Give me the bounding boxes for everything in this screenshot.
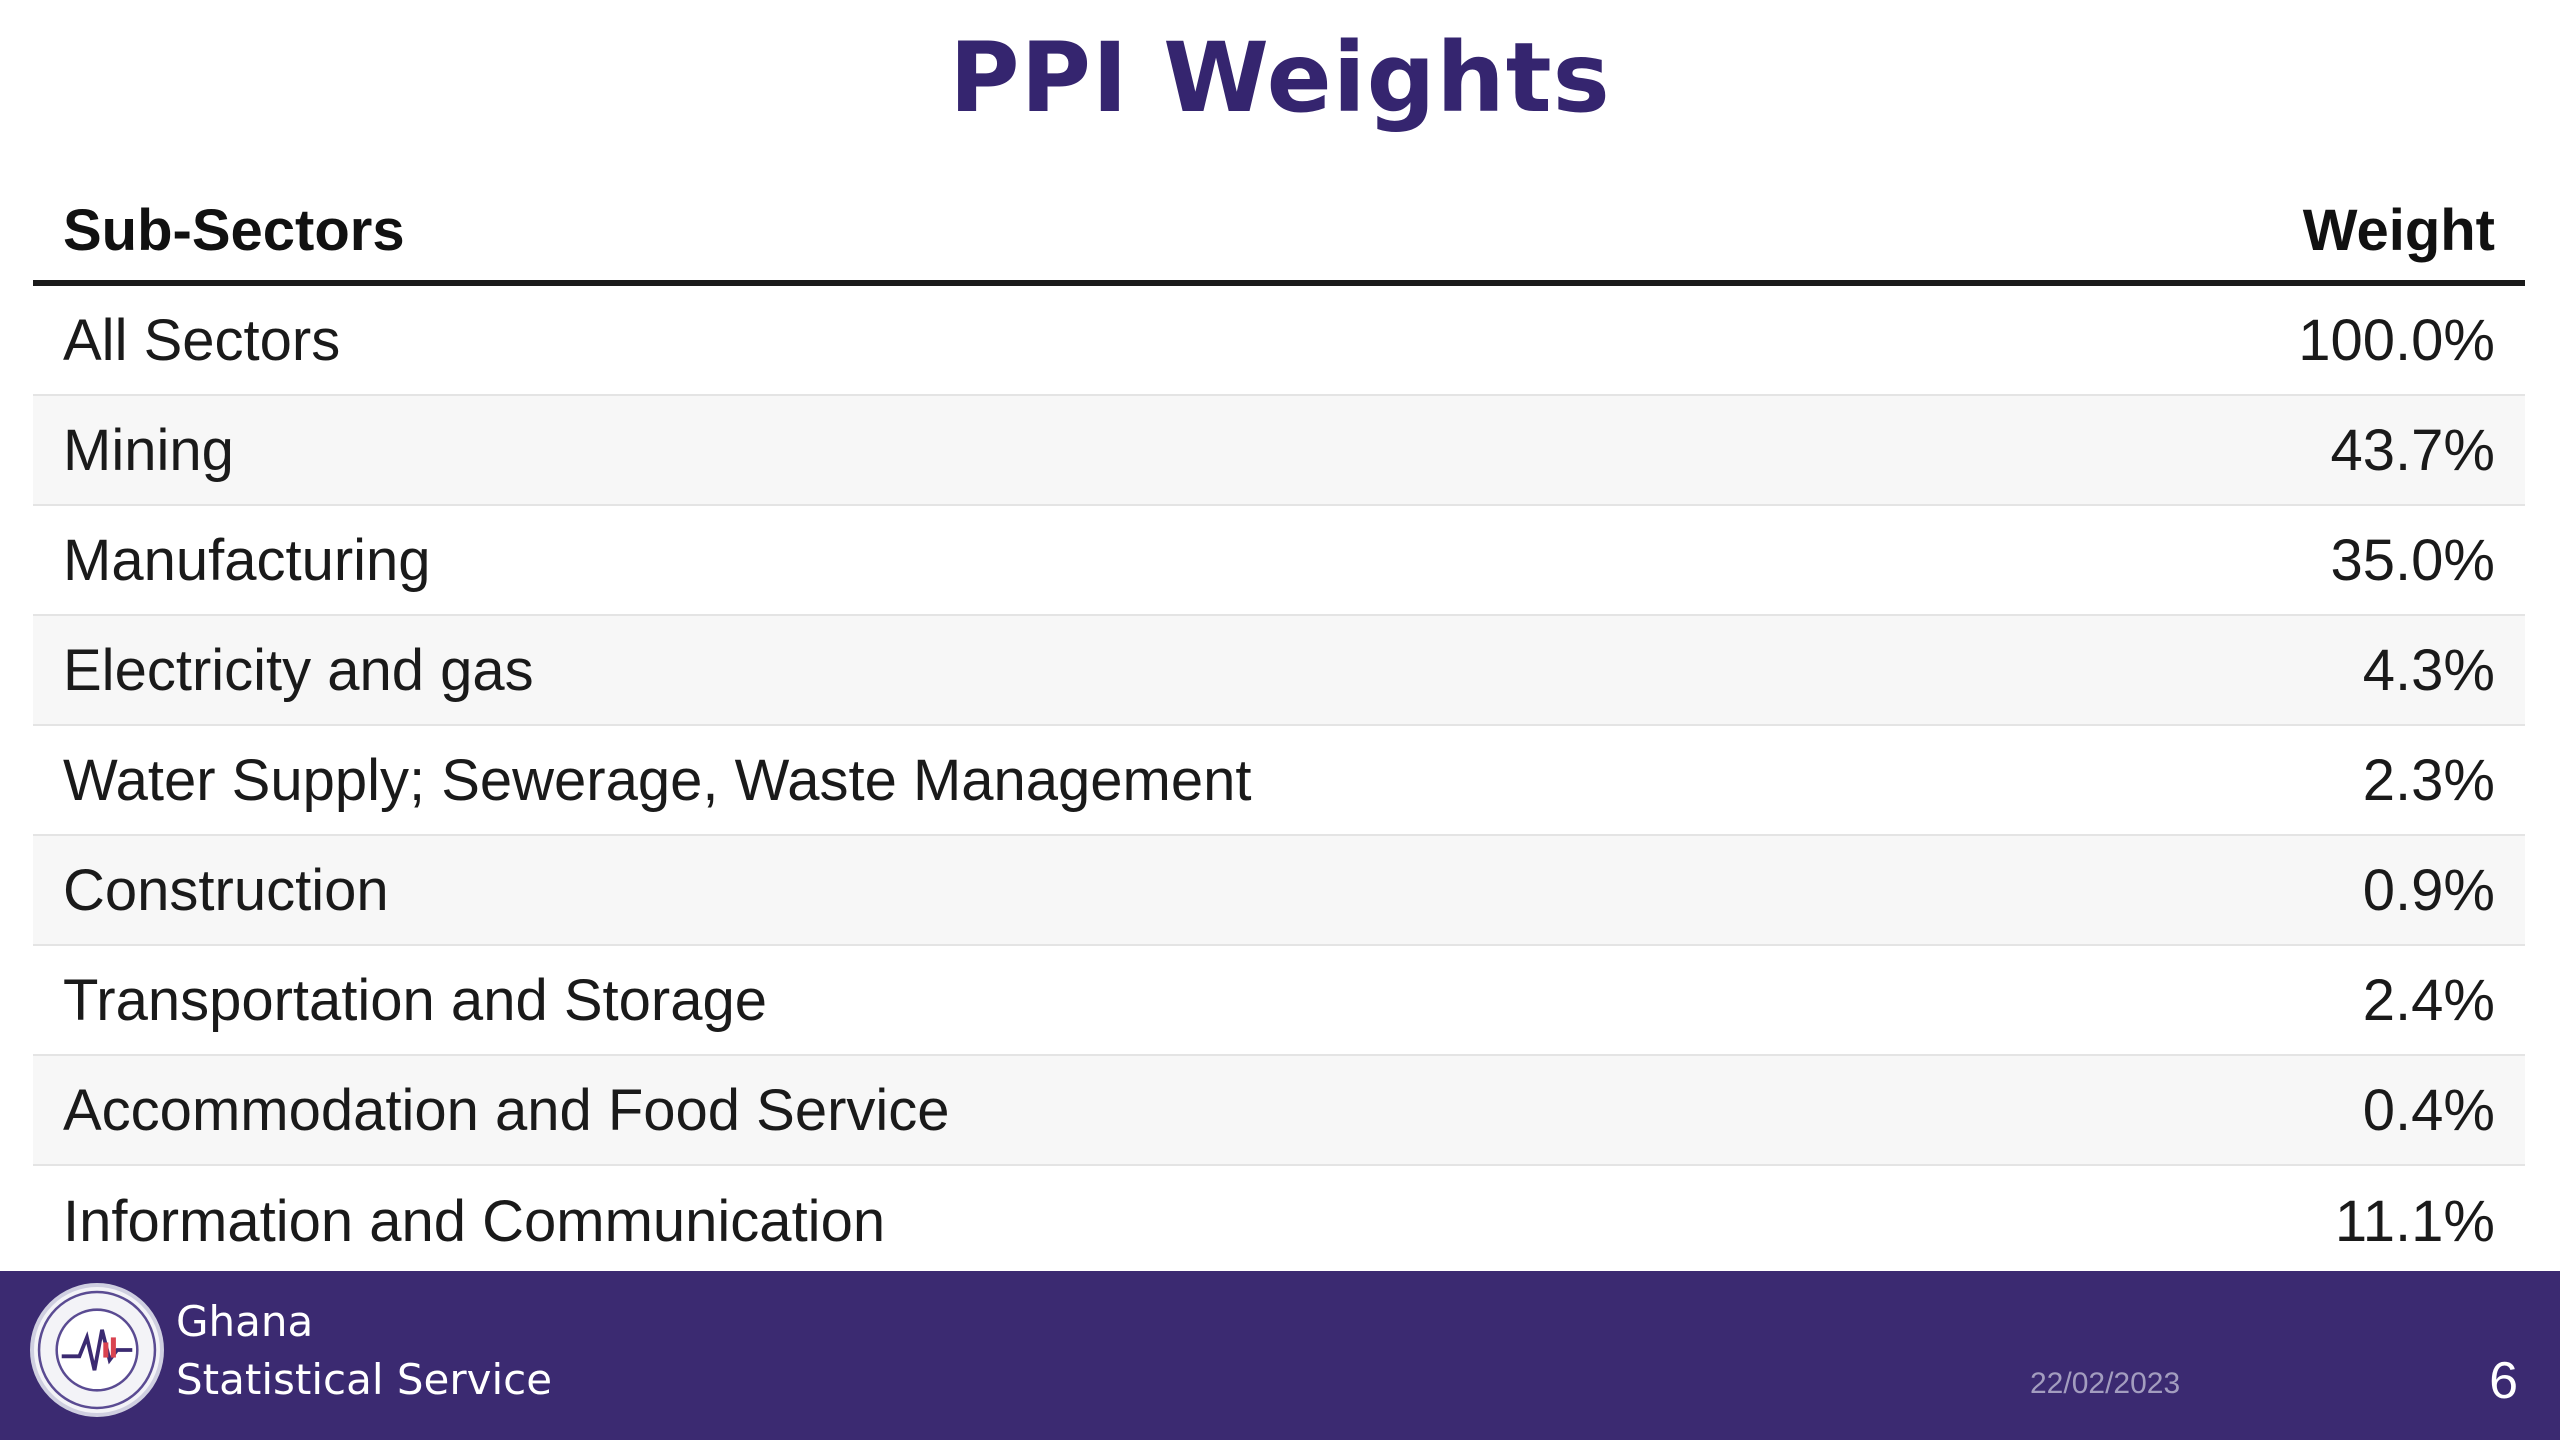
row-weight: 11.1% — [2334, 1188, 2495, 1254]
row-weight: 100.0% — [2298, 307, 2495, 373]
table-row: All Sectors 100.0% — [33, 286, 2525, 396]
header-weight: Weight — [2302, 197, 2495, 263]
table-row: Electricity and gas 4.3% — [33, 616, 2525, 726]
organization-name: Ghana Statistical Service — [176, 1293, 552, 1409]
row-sector: Manufacturing — [63, 527, 431, 593]
table-row: Accommodation and Food Service 0.4% — [33, 1056, 2525, 1166]
row-sector: Transportation and Storage — [63, 967, 767, 1033]
table-header: Sub-Sectors Weight — [33, 170, 2525, 286]
row-sector: Water Supply; Sewerage, Waste Management — [63, 747, 1252, 813]
slide-date: 22/02/2023 — [2030, 1367, 2181, 1400]
row-sector: Information and Communication — [63, 1188, 886, 1254]
table-row: Information and Communication 11.1% — [33, 1166, 2525, 1276]
row-sector: All Sectors — [63, 307, 341, 373]
row-weight: 43.7% — [2330, 417, 2495, 483]
table-row: Mining 43.7% — [33, 396, 2525, 506]
footer-bar: Ghana Statistical Service 22/02/2023 6 — [0, 1271, 2560, 1440]
org-line-1: Ghana — [176, 1297, 314, 1346]
row-weight: 35.0% — [2330, 527, 2495, 593]
page-number: 6 — [2489, 1352, 2518, 1410]
org-line-2: Statistical Service — [176, 1355, 553, 1404]
slide-title: PPI Weights — [949, 22, 1611, 134]
row-weight: 0.4% — [2362, 1077, 2495, 1143]
table-row: Manufacturing 35.0% — [33, 506, 2525, 616]
row-weight: 2.3% — [2362, 747, 2495, 813]
row-weight: 4.3% — [2362, 637, 2495, 703]
row-sector: Mining — [63, 417, 234, 483]
row-weight: 0.9% — [2362, 857, 2495, 923]
table-row: Water Supply; Sewerage, Waste Management… — [33, 726, 2525, 836]
row-weight: 2.4% — [2362, 967, 2495, 1033]
table-row: Construction 0.9% — [33, 836, 2525, 946]
row-sector: Accommodation and Food Service — [63, 1077, 950, 1143]
header-sub-sectors: Sub-Sectors — [63, 197, 405, 263]
table-row: Transportation and Storage 2.4% — [33, 946, 2525, 1056]
ghana-statistical-service-seal-icon — [30, 1283, 164, 1417]
row-sector: Electricity and gas — [63, 637, 534, 703]
row-sector: Construction — [63, 857, 389, 923]
weights-table: Sub-Sectors Weight All Sectors 100.0% Mi… — [33, 170, 2525, 1276]
